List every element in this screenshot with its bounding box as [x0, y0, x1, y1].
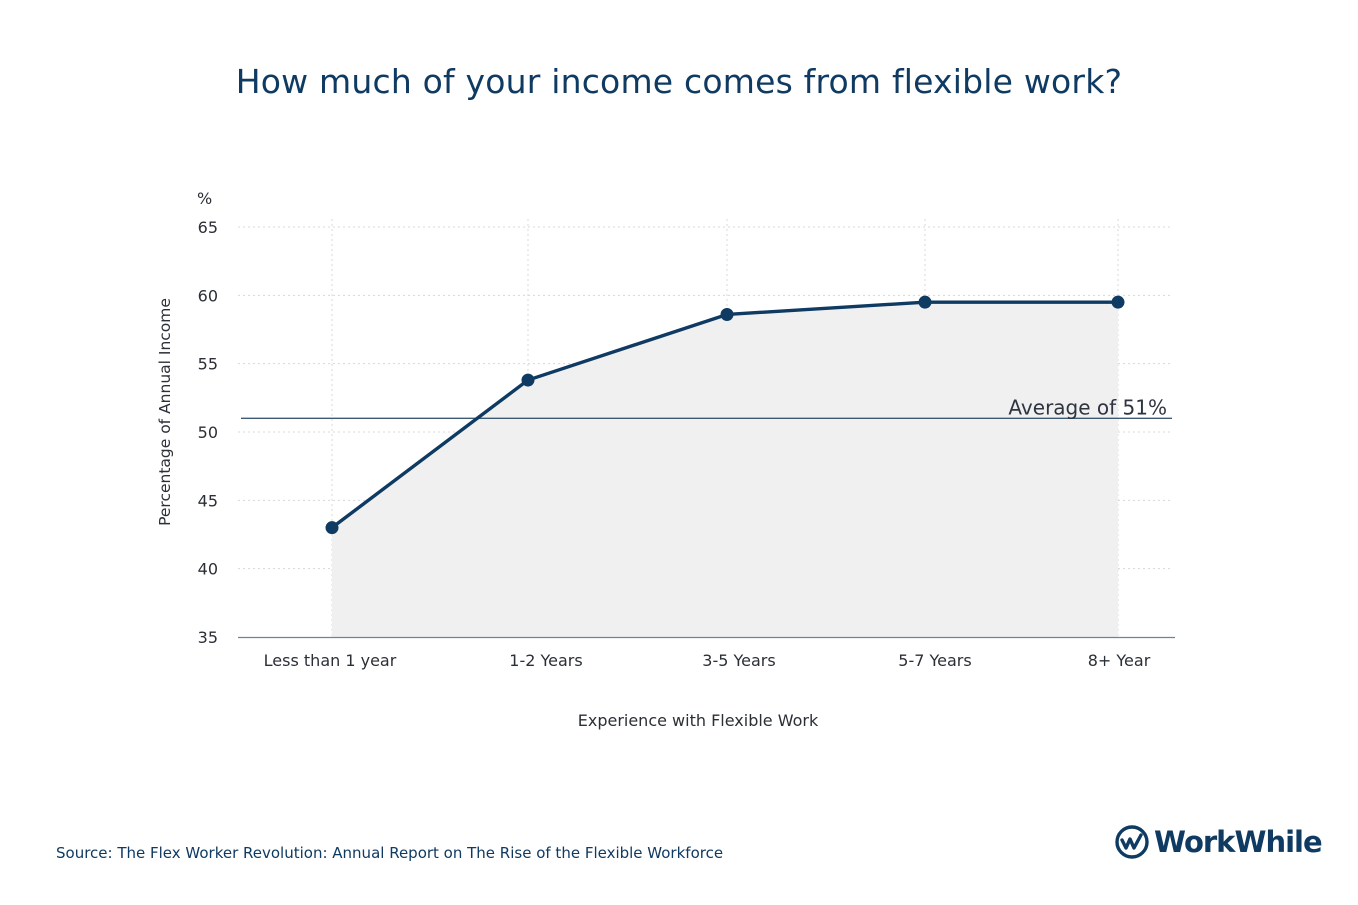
data-point-4	[1111, 295, 1125, 309]
y-tick-label: 40	[198, 560, 218, 579]
y-tick-label: 55	[198, 355, 218, 374]
area-fill	[332, 302, 1118, 637]
y-tick-label: 60	[198, 286, 218, 305]
y-unit-label: %	[197, 189, 212, 208]
y-tick-label: 65	[198, 218, 218, 237]
x-tick-label: Less than 1 year	[264, 651, 397, 670]
y-axis-title: Percentage of Annual Income	[156, 298, 174, 526]
y-tick-labels: 35 40 45 50 55 60 65	[198, 218, 218, 647]
workwhile-logo-icon	[1115, 825, 1149, 859]
y-tick-label: 45	[198, 491, 218, 510]
data-point-0	[325, 521, 339, 535]
logo-text: WorkWhile	[1154, 825, 1323, 859]
average-label: Average of 51%	[1008, 395, 1167, 419]
data-point-2	[720, 307, 734, 321]
x-tick-label: 3-5 Years	[702, 651, 775, 670]
x-axis-title: Experience with Flexible Work	[578, 711, 819, 730]
data-points	[325, 295, 1125, 535]
y-tick-label: 35	[198, 628, 218, 647]
y-tick-label: 50	[198, 423, 218, 442]
x-tick-labels: Less than 1 year 1-2 Years 3-5 Years 5-7 Ye…	[264, 651, 1151, 670]
x-tick-label: 1-2 Years	[509, 651, 582, 670]
data-point-1	[521, 373, 535, 387]
x-tick-label: 5-7 Years	[898, 651, 971, 670]
chart-title: How much of your income comes from flexi…	[235, 62, 1123, 101]
source-note: Source: The Flex Worker Revolution: Annu…	[56, 844, 724, 862]
x-tick-label: 8+ Year	[1088, 651, 1151, 670]
workwhile-logo: WorkWhile	[1114, 822, 1323, 862]
data-point-3	[918, 295, 932, 309]
